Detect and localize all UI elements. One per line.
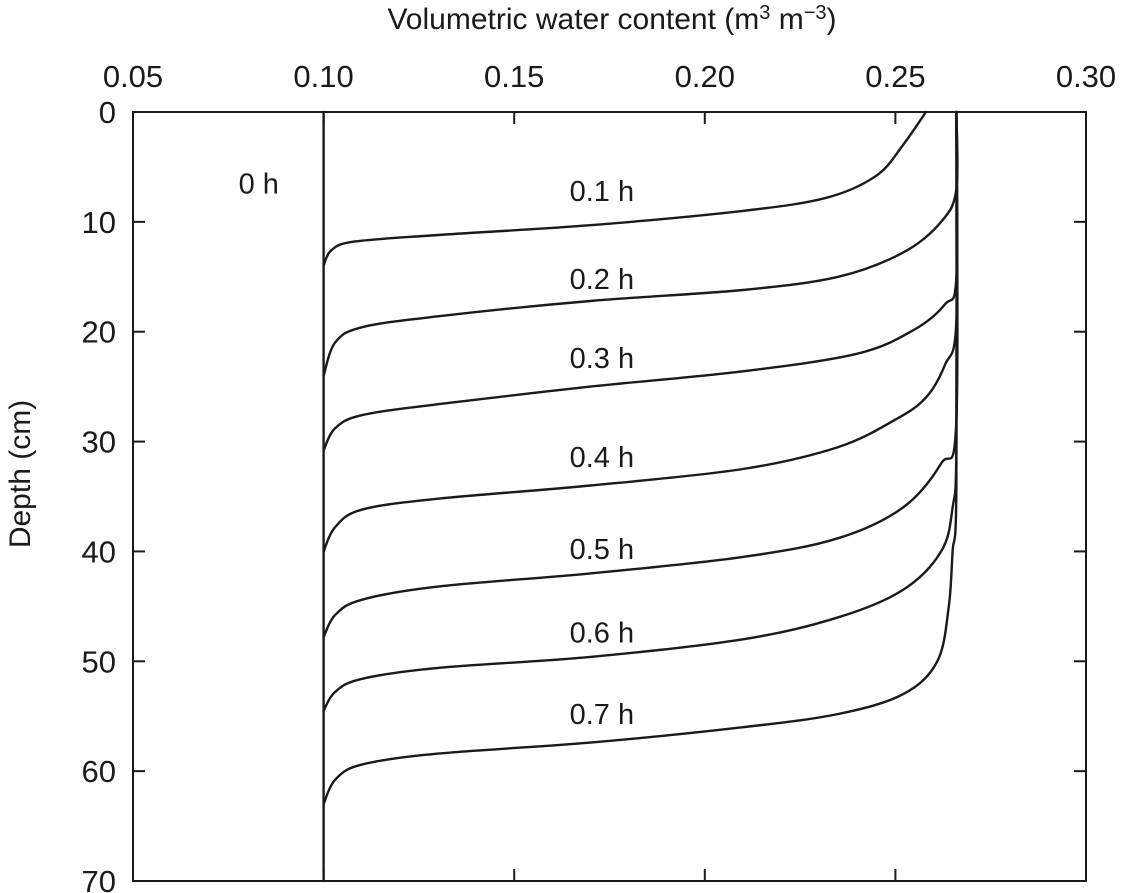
x-axis-label-sup1: 3 (759, 2, 770, 24)
y-tick-label: 30 (82, 425, 116, 460)
curve-label: 0.7 h (570, 699, 635, 731)
curve-0-2-h (322, 110, 959, 377)
x-tick-label: 0.20 (675, 59, 735, 94)
x-axis-label-mid: m (770, 3, 803, 36)
curve-0-3-h (322, 110, 959, 452)
curve-0-6-h (322, 110, 958, 712)
curve-label: 0.4 h (570, 442, 635, 474)
y-tick-label: 10 (82, 205, 116, 240)
curve-label: 0.1 h (570, 176, 635, 208)
x-tick-label: 0.05 (103, 59, 163, 94)
x-axis-label-sup2: −3 (804, 2, 827, 24)
y-tick-label: 60 (82, 754, 116, 789)
y-ticks: 0 10 20 30 40 50 60 70 (82, 95, 1086, 893)
curve-label: 0.2 h (570, 264, 635, 296)
x-tick-label: 0.25 (865, 59, 925, 94)
x-tick-label: 0.30 (1056, 59, 1116, 94)
curve-0-7-h (322, 110, 958, 806)
curve-0-1-h (322, 110, 928, 267)
curves (322, 110, 959, 883)
x-tick-label: 0.10 (293, 59, 353, 94)
x-axis-label-end: ) (827, 3, 837, 36)
y-tick-label: 0 (99, 95, 116, 130)
curve-label: 0.6 h (570, 618, 635, 650)
y-tick-label: 70 (82, 864, 116, 893)
curve-0-5-h (322, 110, 959, 639)
curve-0-4-h (322, 110, 959, 553)
y-tick-label: 40 (82, 534, 116, 569)
x-ticks: 0.05 0.10 0.15 0.20 0.25 0.30 (103, 59, 1116, 881)
x-axis-label: Volumetric water content (m3 m−3) (387, 2, 836, 36)
y-tick-label: 50 (82, 644, 116, 679)
curve-label: 0.5 h (570, 534, 635, 566)
x-tick-label: 0.15 (484, 59, 544, 94)
y-axis-label: Depth (cm) (4, 400, 37, 548)
y-tick-label: 20 (82, 315, 116, 350)
curve-labels: 0 h 0.1 h 0.2 h 0.3 h 0.4 h 0.5 h 0.6 h 0.7 h (239, 168, 634, 731)
plot-frame (132, 111, 1087, 882)
curve-label: 0.3 h (570, 343, 635, 375)
curve-label: 0 h (239, 168, 279, 200)
